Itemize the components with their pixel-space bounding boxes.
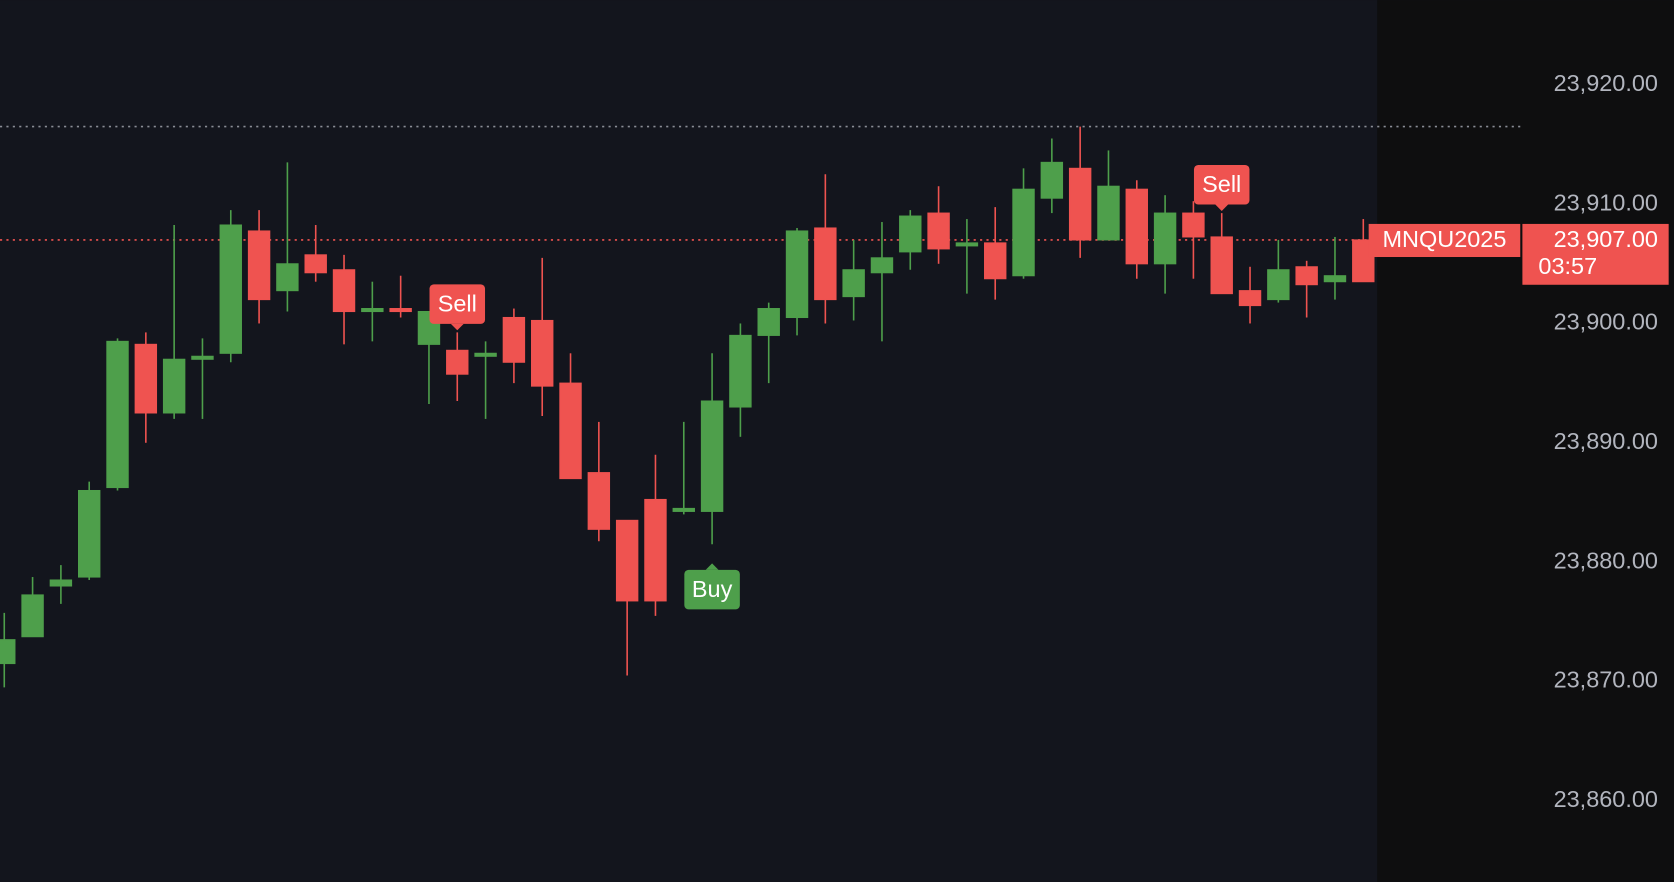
y-tick-label: 23,880.00 [1554, 547, 1658, 573]
candle-body [134, 343, 158, 414]
candle-body [1267, 269, 1290, 301]
candle-body [1323, 275, 1347, 283]
candle-body [446, 349, 469, 375]
symbol-tag [1368, 223, 1521, 258]
candle-body [162, 358, 186, 414]
price-axis-panel [1377, 0, 1674, 882]
candle-body [870, 257, 894, 274]
candle-body [1097, 185, 1120, 241]
candle-body [559, 382, 582, 480]
candle-body [0, 639, 16, 665]
candle-body [842, 269, 865, 298]
last-price-tag [1522, 223, 1669, 285]
candle-body [955, 242, 979, 247]
y-tick-label: 23,920.00 [1554, 70, 1658, 96]
candle-body [106, 340, 129, 489]
y-tick-label: 23,890.00 [1554, 428, 1658, 454]
y-tick-label: 23,860.00 [1554, 786, 1658, 812]
candle-body [644, 498, 667, 602]
signal-label: Sell [1202, 171, 1241, 197]
candle-body [219, 224, 242, 354]
candle-body [49, 579, 73, 587]
candle-body [984, 242, 1007, 280]
candle-body [276, 263, 299, 292]
candle-body [474, 352, 497, 357]
candle-body [304, 254, 327, 274]
candle-body [899, 215, 922, 253]
signal-label-box [684, 569, 740, 610]
candle-body [1210, 236, 1233, 295]
y-tick-label: 23,870.00 [1554, 667, 1658, 693]
y-tick-label: 23,910.00 [1554, 189, 1658, 215]
candle-body [615, 519, 639, 602]
candle-body [21, 594, 44, 638]
candle-body [1040, 161, 1064, 199]
candle-body [700, 400, 724, 512]
last-price-label: 23,907.00 [1554, 226, 1658, 252]
candle-body [1125, 188, 1148, 265]
candle-body [531, 319, 554, 387]
candle-body [1238, 290, 1262, 307]
candle-body [1012, 188, 1035, 277]
signal-label: Buy [692, 576, 733, 602]
signal-label-box [429, 284, 486, 324]
candle-body [587, 472, 611, 530]
candle-body [814, 227, 837, 301]
countdown-label: 03:57 [1538, 253, 1597, 279]
candle-body [785, 230, 809, 319]
candle-body [927, 212, 950, 250]
signal-label-box [1193, 165, 1250, 205]
candle-body [1153, 212, 1177, 265]
y-tick-label: 23,900.00 [1554, 309, 1658, 335]
candle-body [77, 489, 101, 578]
candle-body [361, 308, 384, 313]
candle-body [1295, 266, 1318, 286]
signal-pointer [450, 323, 464, 331]
candle-body [672, 507, 695, 512]
candle-body [502, 316, 526, 363]
candle-body [757, 308, 780, 336]
signal-pointer [1215, 204, 1229, 211]
candle-body [247, 230, 271, 301]
candle-body [332, 269, 356, 313]
candle-body [1182, 212, 1205, 238]
signal-label: Sell [438, 290, 477, 316]
candle-body [729, 334, 752, 408]
plot-background [0, 0, 1377, 882]
candle-body [1068, 167, 1092, 241]
candle-body [389, 308, 412, 313]
candle-body [191, 355, 214, 360]
signal-pointer [705, 563, 719, 570]
symbol-label: MNQU2025 [1383, 226, 1507, 252]
candle-body [1352, 239, 1375, 283]
